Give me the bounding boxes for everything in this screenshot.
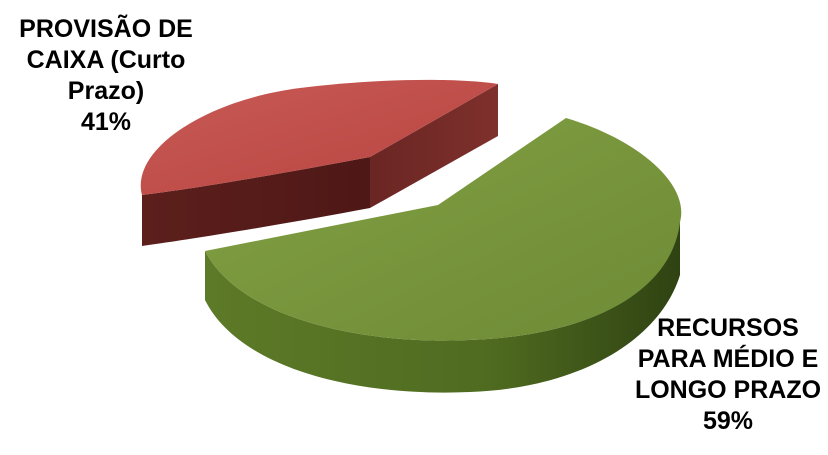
slice-label-recursos-line-1: RECURSOS <box>657 314 799 342</box>
pie-slice-provisao <box>140 79 498 246</box>
slice-label-provisao-line-2: CAIXA (Curto <box>26 46 186 74</box>
slice-recursos-top <box>205 118 682 341</box>
slice-provisao-front-side <box>142 157 370 246</box>
slice-label-provisao-line-3: Prazo) <box>67 77 145 105</box>
slice-provisao-top <box>140 79 498 195</box>
slice-label-provisao: PROVISÃO DE CAIXA (Curto Prazo) 41% <box>8 14 204 138</box>
pie-slice-recursos <box>205 118 682 393</box>
slice-label-provisao-percent: 41% <box>80 108 132 136</box>
slice-label-provisao-line-1: PROVISÃO DE <box>19 15 193 43</box>
slice-provisao-cut-side <box>370 84 498 208</box>
slice-recursos-side <box>205 220 680 393</box>
slice-label-recursos: RECURSOS PARA MÉDIO E LONGO PRAZO 59% <box>628 313 828 437</box>
slice-label-recursos-percent: 59% <box>702 407 754 435</box>
slice-label-recursos-line-3: LONGO PRAZO <box>634 376 822 404</box>
slice-label-recursos-line-2: PARA MÉDIO E <box>637 345 819 373</box>
